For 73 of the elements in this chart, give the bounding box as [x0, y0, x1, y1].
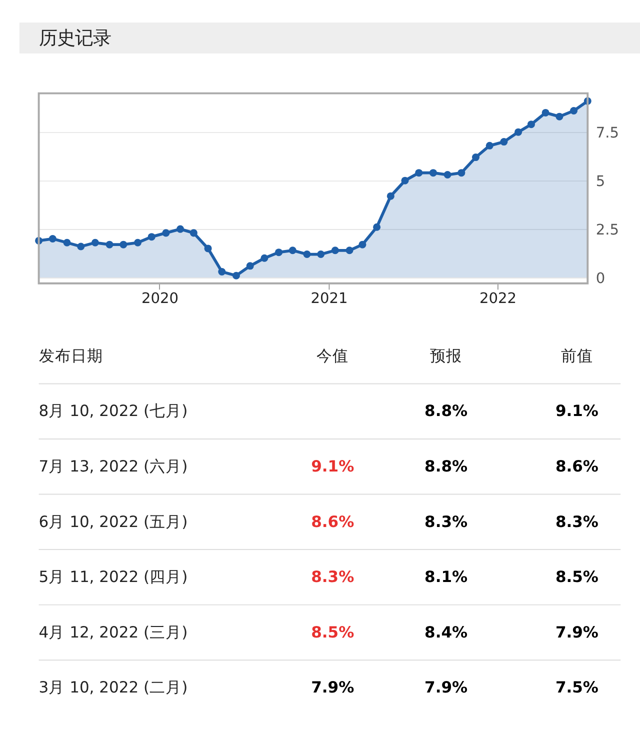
- category-label: 4月 12, 2022 (三月): [38, 623, 188, 642]
- category-label: 6月 10, 2022 (五月): [38, 512, 188, 531]
- text: 8.8%: [424, 402, 468, 420]
- point: [346, 246, 354, 254]
- point: [486, 142, 494, 150]
- point: [246, 262, 254, 270]
- point: [275, 248, 283, 256]
- category-label: 前值: [560, 346, 593, 365]
- point: [542, 108, 550, 116]
- category-label: 预报: [430, 346, 462, 365]
- text: 8.3%: [311, 568, 354, 586]
- text: 8.1%: [424, 568, 468, 586]
- text: 8.8%: [424, 457, 468, 476]
- point: [401, 176, 409, 184]
- point: [91, 238, 99, 246]
- point: [358, 240, 366, 248]
- x-tick-label: 2021: [310, 291, 348, 308]
- x-tick-label: 2020: [141, 291, 178, 308]
- point: [527, 120, 535, 128]
- y-tick-label: 2.5: [596, 222, 620, 238]
- point: [500, 138, 508, 146]
- point: [303, 250, 311, 258]
- category-label: 7月 13, 2022 (六月): [38, 457, 188, 476]
- point: [415, 169, 423, 177]
- point: [331, 246, 339, 254]
- point: [514, 128, 522, 136]
- point: [176, 225, 184, 233]
- point: [162, 229, 170, 237]
- point: [472, 154, 480, 162]
- text: 9.1%: [311, 457, 354, 476]
- chart-title: 历史记录: [38, 28, 111, 49]
- point: [106, 240, 114, 248]
- text: 8.3%: [555, 512, 598, 531]
- point: [556, 112, 564, 120]
- text: 8.6%: [311, 512, 354, 531]
- text: 9.1%: [555, 402, 598, 420]
- text: 8.5%: [555, 568, 598, 586]
- category-label: 今值: [316, 346, 349, 365]
- point: [429, 169, 437, 177]
- point: [77, 242, 85, 250]
- x-tick-label: 2022: [479, 291, 516, 308]
- y-tick-label: 5: [596, 174, 606, 190]
- point: [148, 233, 156, 241]
- category-label: 8月 10, 2022 (七月): [38, 402, 188, 420]
- point: [444, 171, 452, 179]
- point: [232, 272, 240, 280]
- point: [373, 223, 381, 231]
- point: [120, 240, 128, 248]
- point: [204, 244, 212, 252]
- point: [386, 192, 394, 200]
- text: 7.5%: [555, 678, 598, 697]
- point: [458, 169, 466, 177]
- point: [63, 238, 71, 246]
- point: [260, 254, 268, 262]
- point: [317, 250, 325, 258]
- text: 7.9%: [555, 623, 598, 642]
- text: 8.4%: [424, 623, 468, 642]
- category-label: 5月 11, 2022 (四月): [38, 568, 188, 586]
- text: 8.5%: [311, 623, 354, 642]
- text: 7.9%: [424, 678, 468, 697]
- point: [190, 229, 198, 237]
- category-label: 3月 10, 2022 (二月): [38, 678, 188, 697]
- point: [288, 246, 296, 254]
- text: 8.3%: [424, 512, 468, 531]
- point: [134, 238, 142, 246]
- point: [48, 235, 56, 243]
- text: 7.9%: [311, 678, 354, 697]
- point: [218, 268, 226, 276]
- text: 8.6%: [555, 457, 598, 476]
- y-tick-label: 0: [596, 270, 606, 287]
- point: [570, 107, 578, 115]
- text: 发布日期: [38, 346, 103, 365]
- y-tick-label: 7.5: [596, 125, 620, 142]
